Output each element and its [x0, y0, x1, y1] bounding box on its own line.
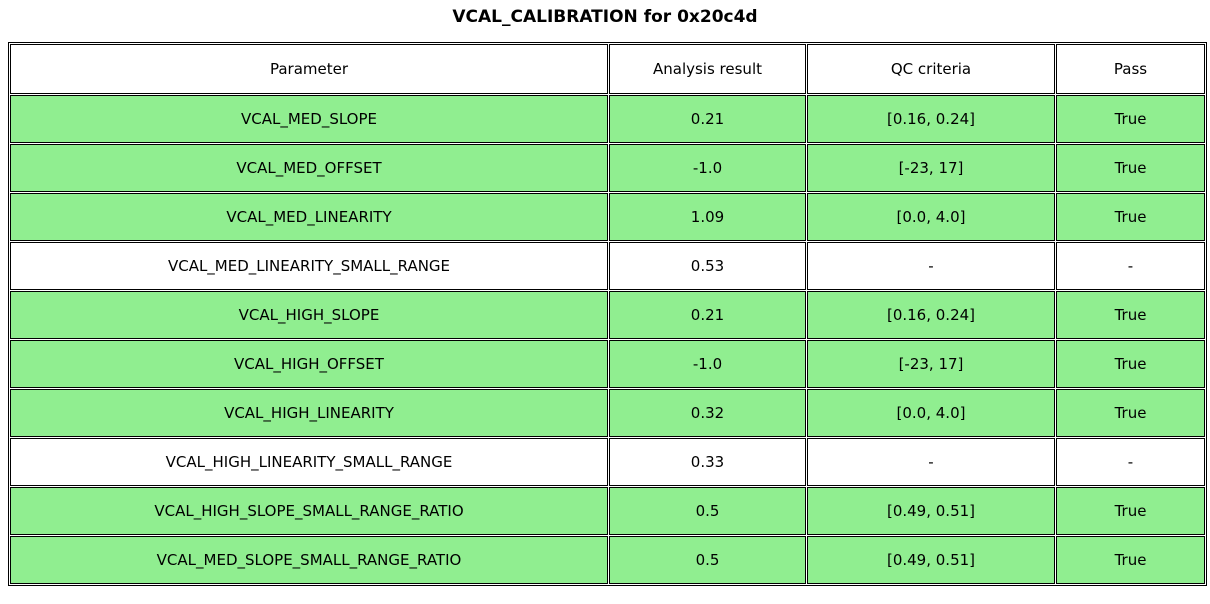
cell-analysis-result: 1.09: [609, 193, 806, 241]
cell-qc-criteria: [0.0, 4.0]: [807, 193, 1055, 241]
table-row: VCAL_MED_LINEARITY_SMALL_RANGE 0.53 - -: [10, 242, 1205, 290]
column-header-analysis-result: Analysis result: [609, 44, 806, 94]
cell-parameter: VCAL_HIGH_SLOPE: [10, 291, 608, 339]
cell-analysis-result: 0.21: [609, 95, 806, 143]
column-header-pass: Pass: [1056, 44, 1205, 94]
cell-pass: True: [1056, 95, 1205, 143]
cell-parameter: VCAL_MED_SLOPE_SMALL_RANGE_RATIO: [10, 536, 608, 584]
cell-pass: -: [1056, 438, 1205, 486]
cell-analysis-result: 0.53: [609, 242, 806, 290]
cell-qc-criteria: -: [807, 438, 1055, 486]
cell-parameter: VCAL_MED_SLOPE: [10, 95, 608, 143]
cell-pass: True: [1056, 536, 1205, 584]
column-header-parameter: Parameter: [10, 44, 608, 94]
cell-qc-criteria: [0.16, 0.24]: [807, 291, 1055, 339]
cell-parameter: VCAL_HIGH_SLOPE_SMALL_RANGE_RATIO: [10, 487, 608, 535]
table-row: VCAL_HIGH_LINEARITY 0.32 [0.0, 4.0] True: [10, 389, 1205, 437]
table-row: VCAL_HIGH_OFFSET -1.0 [-23, 17] True: [10, 340, 1205, 388]
table-row: VCAL_MED_SLOPE_SMALL_RANGE_RATIO 0.5 [0.…: [10, 536, 1205, 584]
cell-qc-criteria: [0.49, 0.51]: [807, 536, 1055, 584]
cell-qc-criteria: [-23, 17]: [807, 340, 1055, 388]
table-row: VCAL_HIGH_SLOPE_SMALL_RANGE_RATIO 0.5 [0…: [10, 487, 1205, 535]
table-row: VCAL_HIGH_SLOPE 0.21 [0.16, 0.24] True: [10, 291, 1205, 339]
cell-pass: True: [1056, 340, 1205, 388]
cell-pass: -: [1056, 242, 1205, 290]
cell-analysis-result: 0.5: [609, 536, 806, 584]
cell-analysis-result: 0.32: [609, 389, 806, 437]
cell-qc-criteria: -: [807, 242, 1055, 290]
cell-parameter: VCAL_HIGH_LINEARITY_SMALL_RANGE: [10, 438, 608, 486]
table-row: VCAL_MED_SLOPE 0.21 [0.16, 0.24] True: [10, 95, 1205, 143]
cell-pass: True: [1056, 144, 1205, 192]
table-row: VCAL_MED_LINEARITY 1.09 [0.0, 4.0] True: [10, 193, 1205, 241]
cell-qc-criteria: [0.16, 0.24]: [807, 95, 1055, 143]
qc-results-table: Parameter Analysis result QC criteria Pa…: [8, 42, 1207, 586]
cell-parameter: VCAL_MED_OFFSET: [10, 144, 608, 192]
cell-parameter: VCAL_MED_LINEARITY_SMALL_RANGE: [10, 242, 608, 290]
cell-analysis-result: 0.33: [609, 438, 806, 486]
cell-analysis-result: -1.0: [609, 340, 806, 388]
cell-parameter: VCAL_HIGH_LINEARITY: [10, 389, 608, 437]
page-title: VCAL_CALIBRATION for 0x20c4d: [452, 7, 758, 27]
cell-pass: True: [1056, 487, 1205, 535]
cell-parameter: VCAL_HIGH_OFFSET: [10, 340, 608, 388]
column-header-qc-criteria: QC criteria: [807, 44, 1055, 94]
cell-qc-criteria: [0.0, 4.0]: [807, 389, 1055, 437]
cell-analysis-result: 0.5: [609, 487, 806, 535]
table-row: VCAL_MED_OFFSET -1.0 [-23, 17] True: [10, 144, 1205, 192]
table-row: VCAL_HIGH_LINEARITY_SMALL_RANGE 0.33 - -: [10, 438, 1205, 486]
cell-analysis-result: 0.21: [609, 291, 806, 339]
cell-parameter: VCAL_MED_LINEARITY: [10, 193, 608, 241]
header-row: Parameter Analysis result QC criteria Pa…: [10, 44, 1205, 94]
cell-pass: True: [1056, 193, 1205, 241]
cell-qc-criteria: [-23, 17]: [807, 144, 1055, 192]
cell-pass: True: [1056, 291, 1205, 339]
cell-analysis-result: -1.0: [609, 144, 806, 192]
cell-qc-criteria: [0.49, 0.51]: [807, 487, 1055, 535]
cell-pass: True: [1056, 389, 1205, 437]
